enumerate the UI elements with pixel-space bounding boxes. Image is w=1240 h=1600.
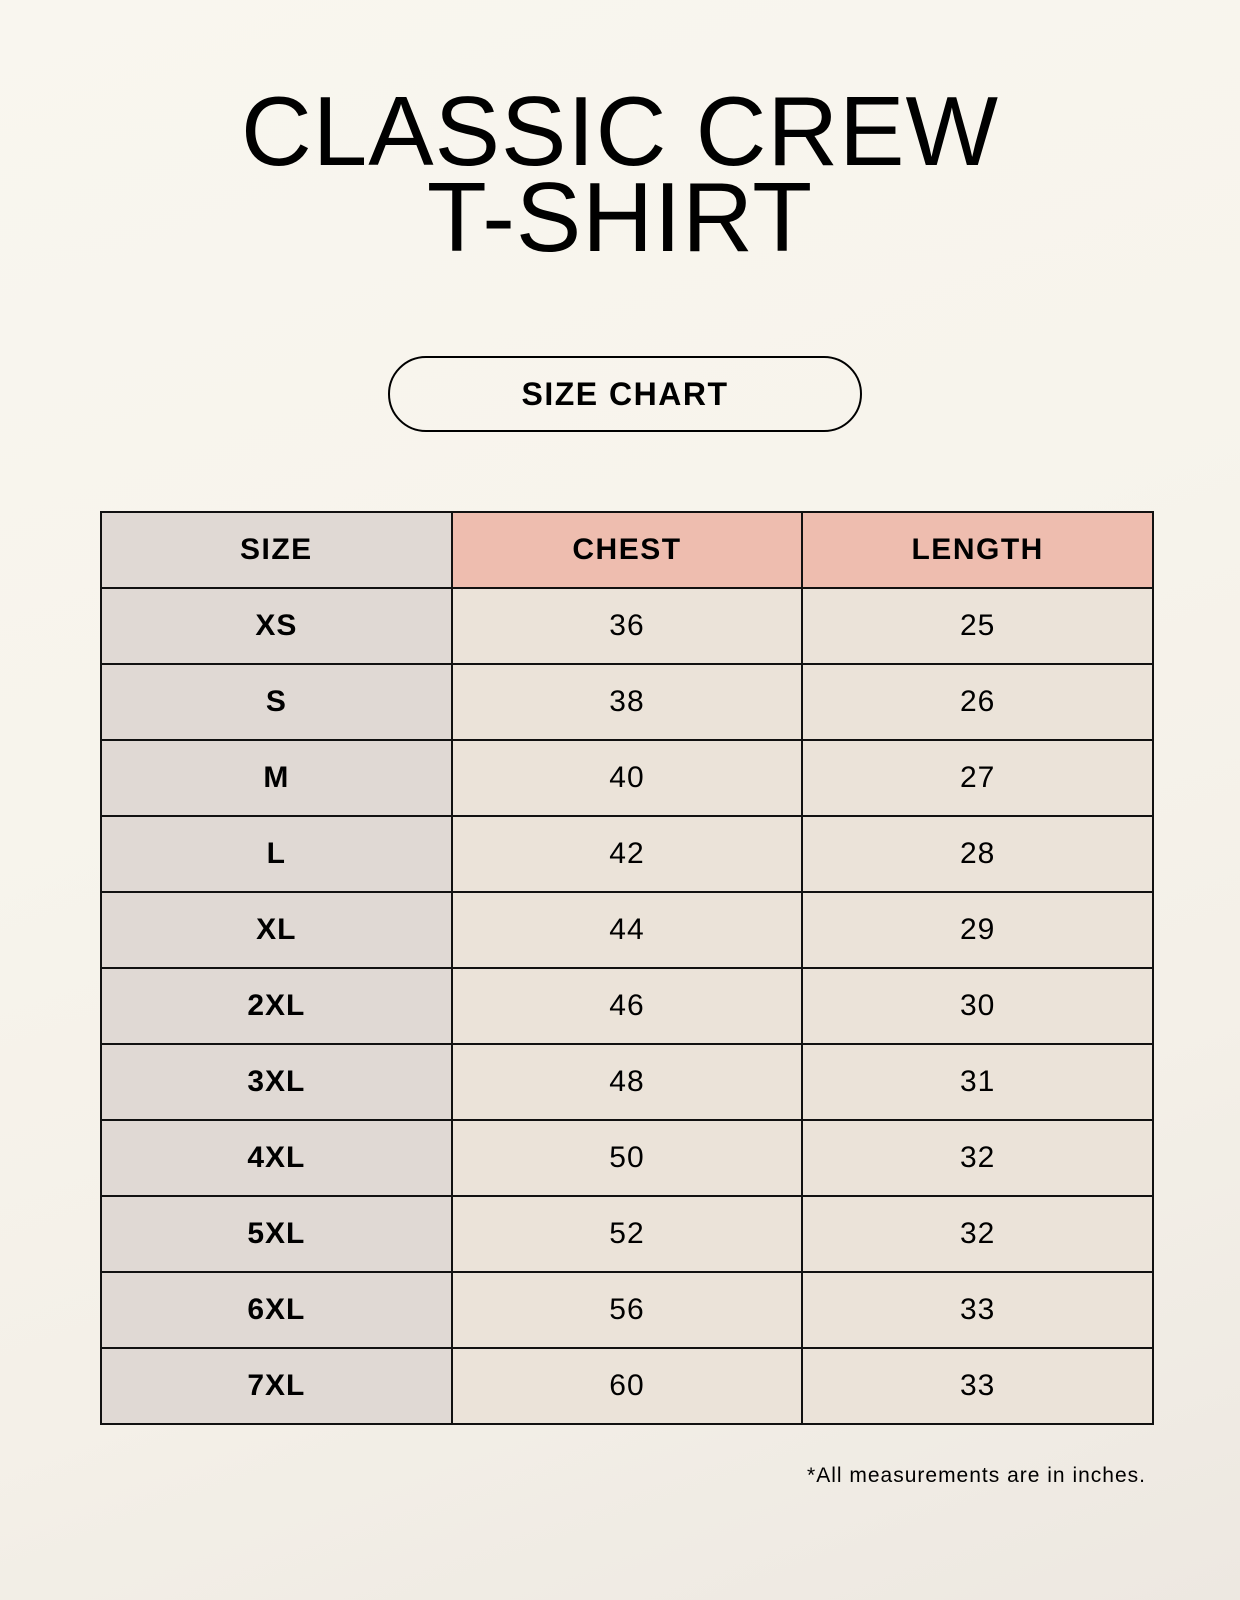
cell-length: 31 [801,1043,1154,1121]
table-row: L 42 28 [100,815,1154,893]
table-row: 6XL 56 33 [100,1271,1154,1349]
cell-size: XL [100,891,453,969]
size-table: SIZE CHEST LENGTH XS 36 25 S 38 26 M 40 27 L 42 28 X… [100,511,1154,1425]
title-line-2: T-SHIRT [426,162,814,272]
cell-chest: 36 [450,587,804,665]
cell-size: 3XL [100,1043,453,1121]
cell-size: S [100,663,453,741]
table-row: 5XL 52 32 [100,1195,1154,1273]
cell-chest: 56 [450,1271,804,1349]
table-row: 3XL 48 31 [100,1043,1154,1121]
cell-size: XS [100,587,453,665]
cell-length: 27 [801,739,1154,817]
table-row: M 40 27 [100,739,1154,817]
cell-size: L [100,815,453,893]
cell-chest: 44 [450,891,804,969]
header-size: SIZE [100,511,453,589]
table-row: S 38 26 [100,663,1154,741]
cell-chest: 40 [450,739,804,817]
size-chart-badge: SIZE CHART [388,356,862,432]
cell-length: 30 [801,967,1154,1045]
cell-length: 32 [801,1119,1154,1197]
cell-size: M [100,739,453,817]
header-length: LENGTH [801,511,1154,589]
cell-length: 25 [801,587,1154,665]
header-row: SIZE CHEST LENGTH [100,511,1154,589]
cell-chest: 52 [450,1195,804,1273]
cell-length: 32 [801,1195,1154,1273]
cell-chest: 60 [450,1347,804,1425]
cell-size: 5XL [100,1195,453,1273]
table-row: 2XL 46 30 [100,967,1154,1045]
table-row: 7XL 60 33 [100,1347,1154,1425]
cell-length: 29 [801,891,1154,969]
cell-size: 2XL [100,967,453,1045]
cell-chest: 50 [450,1119,804,1197]
table-row: XL 44 29 [100,891,1154,969]
cell-chest: 42 [450,815,804,893]
cell-size: 7XL [100,1347,453,1425]
footnote: *All measurements are in inches. [807,1464,1146,1487]
header-chest: CHEST [450,511,804,589]
cell-length: 28 [801,815,1154,893]
title-line-1: CLASSIC CREW [240,76,999,186]
cell-length: 33 [801,1347,1154,1425]
page-title: CLASSIC CREW T-SHIRT [0,76,1240,272]
cell-length: 33 [801,1271,1154,1349]
cell-chest: 38 [450,663,804,741]
cell-size: 6XL [100,1271,453,1349]
cell-chest: 46 [450,967,804,1045]
table-row: 4XL 50 32 [100,1119,1154,1197]
cell-length: 26 [801,663,1154,741]
cell-size: 4XL [100,1119,453,1197]
cell-chest: 48 [450,1043,804,1121]
table-row: XS 36 25 [100,587,1154,665]
